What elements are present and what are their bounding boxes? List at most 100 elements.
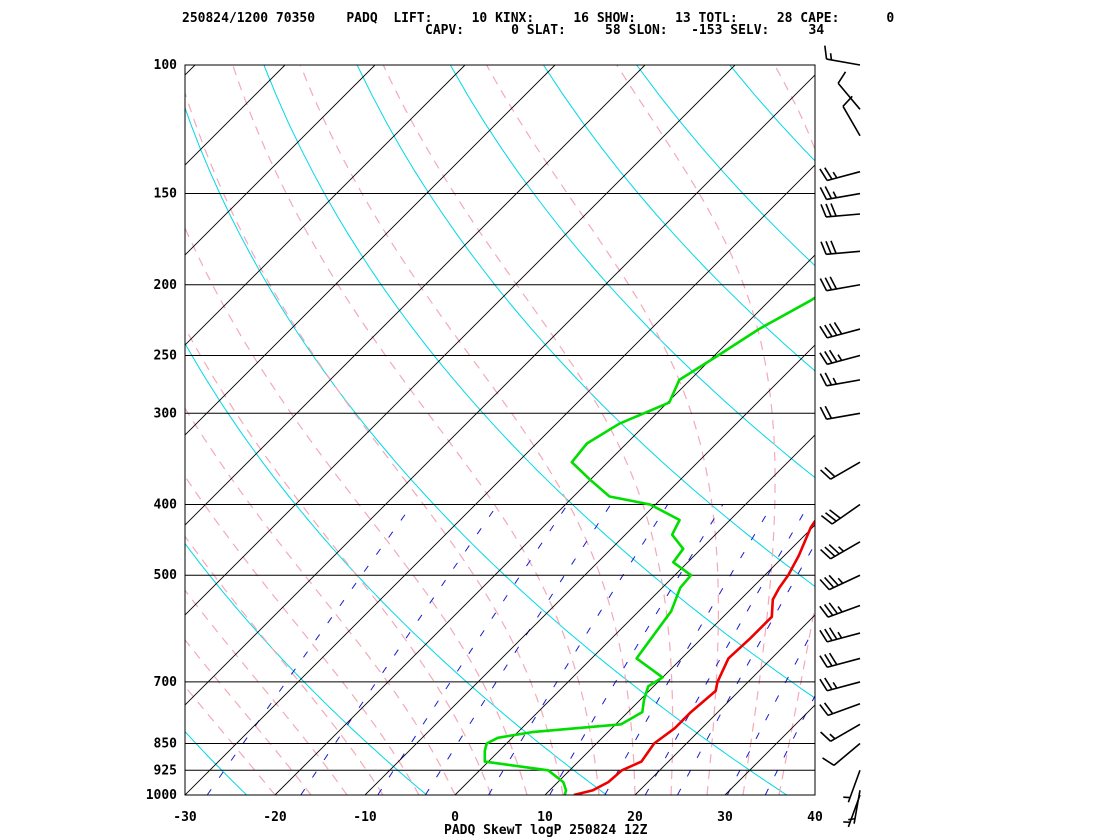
barb-shaft [833,742,861,766]
moist-adiabat [185,475,420,795]
wind-barb [819,652,861,668]
isotherm [724,704,815,795]
barb-feather [819,186,828,200]
pressure-tick-label: 150 [154,187,178,202]
barb-shaft [830,723,861,742]
sounding-line [483,296,815,795]
isotherm [185,65,556,436]
moist-adiabat [232,65,600,795]
wind-barb [843,770,861,803]
dry-adiabat [185,106,787,795]
barb-feather [828,602,839,615]
barb-shaft [826,632,861,643]
barb-shaft [826,328,861,339]
barb-feather [820,731,832,742]
pressure-tick-label: 200 [154,278,178,293]
chart-title: PADQ SkewT logP 250824 12Z [444,823,648,838]
sounding-profiles [483,296,815,795]
wind-barb [820,541,861,560]
wind-barb [819,405,861,420]
barb-half-feather [837,354,843,361]
wind-barb [819,322,861,339]
barb-feather [824,324,833,337]
barb-feather [830,240,837,254]
barb-half-feather [848,817,856,821]
barb-feather [820,515,833,525]
barb-shaft [830,541,861,560]
moist-adiabat [299,65,636,795]
barb-feather [819,704,829,716]
wind-barb [820,203,861,218]
barb-feather [824,466,836,478]
barb-shaft [828,574,861,591]
barb-feather [819,578,830,591]
barb-feather [823,702,834,715]
barb-feather [824,405,833,419]
barb-half-feather [829,733,836,740]
temperature-axis-labels: -30 -20 -10 0 10 20 30 40 [173,810,823,825]
barb-feather [819,352,828,365]
barb-shaft [826,250,861,256]
dry-adiabat [356,65,815,588]
barb-shaft [827,703,861,717]
wind-barb [842,95,861,137]
barb-feather [828,349,838,363]
barb-shaft [826,170,861,182]
barb-feather [837,71,847,84]
isotherm [185,65,646,526]
barb-feather [824,167,833,180]
moist-adiabat [486,65,719,795]
wind-barb [843,794,861,828]
moist-adiabat [185,407,456,795]
temperature-tick-label: -20 [263,810,287,825]
barb-feather [825,512,837,522]
barb-shaft [830,461,861,480]
mixing-ratio-line [726,625,815,795]
mixing-ratio-line [488,504,669,795]
barb-half-feather [838,546,845,552]
moist-adiabat [185,326,492,795]
pressure-tick-label: 500 [154,568,178,583]
header-line-2: CAPV: 0 SLAT: 58 SLON: -153 SELV: 34 [425,23,824,38]
barb-half-feather [832,191,838,199]
isotherm [544,524,815,795]
dry-adiabat [1009,65,1120,795]
barb-half-feather [832,171,838,179]
barb-feather [825,203,832,217]
moist-adiabat [185,535,384,795]
isotherm [274,254,815,795]
barb-half-feather [837,577,844,584]
dry-adiabat [916,65,1120,795]
barb-feather [824,186,833,199]
barb-feather [833,322,843,335]
barb-half-feather [832,681,838,689]
dry-adiabat [449,65,815,479]
moist-adiabat [185,685,276,795]
barb-shaft [831,503,861,525]
temperature-tick-label: 10 [537,810,553,825]
barb-feather [819,168,828,181]
mixing-ratio-line [377,504,568,795]
dry-adiabat [636,65,815,267]
barb-feather [820,469,832,480]
mixing-ratio-line [206,504,413,795]
barb-shaft [826,657,861,668]
barb-feather [824,576,835,589]
isotherm [454,434,815,795]
barb-feather [824,45,828,60]
barb-feather [828,544,840,555]
barb-shaft [847,770,861,803]
barb-feather [825,240,832,255]
isotherm [185,74,815,706]
wind-barb [819,702,861,717]
barb-feather [824,372,833,386]
isotherm [185,164,815,795]
pressure-axis-labels: 100 150 200 250 300 400 500 700 850 925 1000 [146,58,177,803]
barb-feather [824,653,833,667]
wind-barbs [819,45,861,828]
pressure-tick-label: 400 [154,498,178,513]
barb-shaft [853,790,861,824]
barb-feather [819,406,828,420]
barb-feather [828,574,839,586]
